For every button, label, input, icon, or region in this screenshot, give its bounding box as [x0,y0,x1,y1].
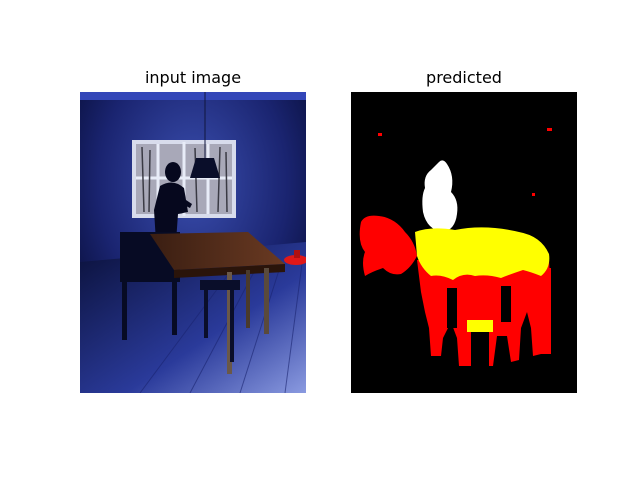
ceiling-edge [80,92,306,100]
chair-front [200,280,240,362]
pendant-lamp [190,158,220,178]
chair-region-left [359,215,417,276]
predicted-title: predicted [426,68,502,87]
floor-boards [139,263,303,393]
table-region [415,227,550,280]
table-leg-region [467,320,493,332]
table [150,232,285,374]
speck [532,193,535,196]
input-photo-graphic [80,92,306,393]
chair-leg-region [535,268,551,354]
person-silhouette [154,162,192,242]
speck [547,128,552,131]
input-image [80,92,306,393]
speck [378,133,382,136]
predicted-mask [351,92,577,393]
person-region [422,160,458,232]
segmentation-graphic [351,92,577,393]
input-image-title: input image [144,68,242,87]
chair-region-center [417,260,551,366]
red-object [284,255,306,265]
